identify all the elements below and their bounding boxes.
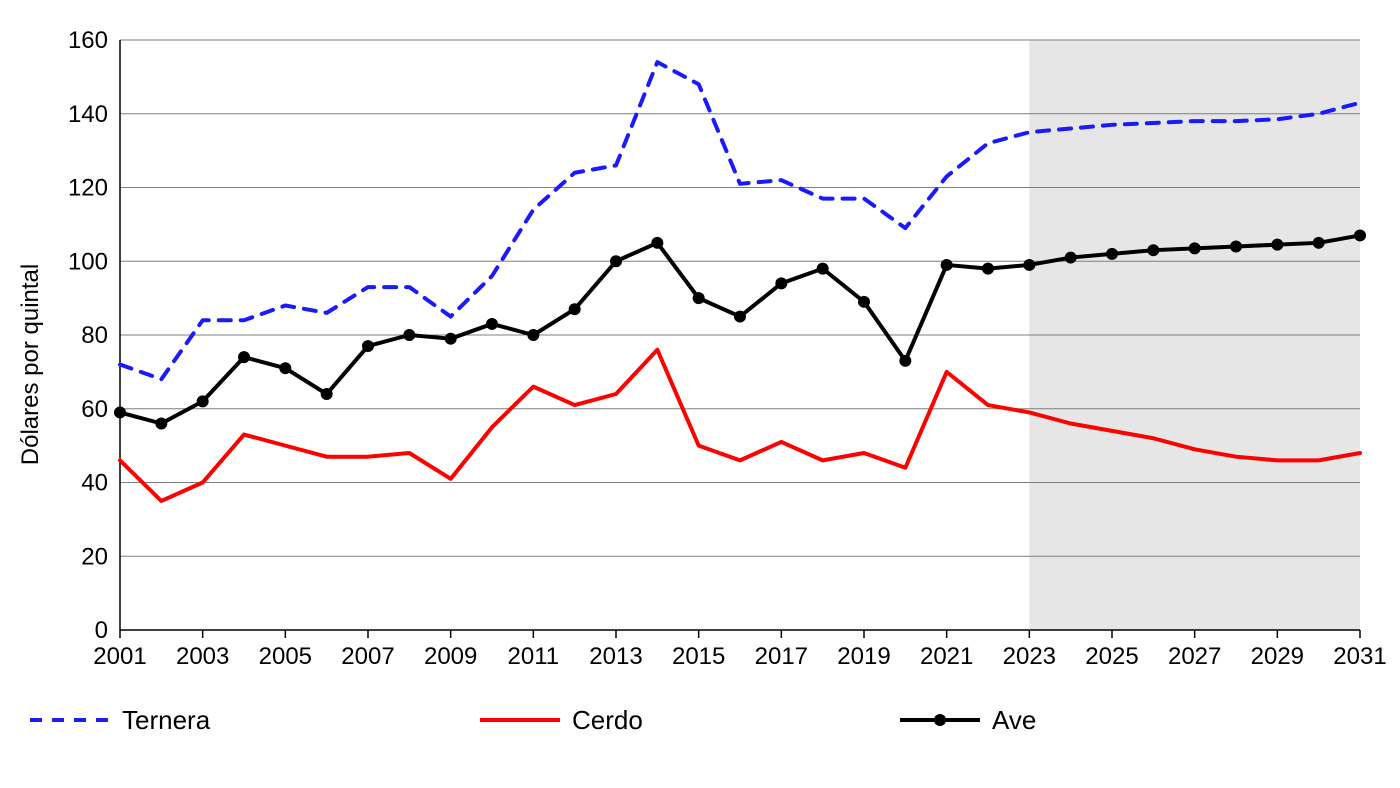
price-chart: 0 20 40 60 80 100 120 140 160 2001 2003 2005 2007 200… [0,0,1400,788]
series-marker-ave [817,263,829,275]
series-marker-ave [1065,252,1077,264]
x-tick-label: 2007 [341,643,394,670]
series-marker-ave [1354,229,1366,241]
series-marker-ave [651,237,663,249]
x-tick-label: 2011 [508,643,560,670]
y-tick-label: 160 [68,27,108,54]
x-tick-label: 2009 [424,643,477,670]
series-marker-ave [403,329,415,341]
series-marker-ave [858,296,870,308]
series-marker-ave [775,277,787,289]
x-tick-label: 2005 [259,643,312,670]
y-tick-label: 40 [81,470,108,497]
x-tick-label: 2021 [920,643,973,670]
legend-label: Ave [992,705,1036,735]
x-tick-label: 2023 [1003,643,1056,670]
series-marker-ave [155,418,167,430]
series-marker-ave [527,329,539,341]
series-marker-ave [1230,241,1242,253]
series-marker-ave [693,292,705,304]
series-marker-ave [321,388,333,400]
series-marker-ave [941,259,953,271]
y-tick-label: 80 [81,322,108,349]
y-tick-label: 120 [68,175,108,202]
legend-label: Cerdo [572,705,643,735]
series-marker-ave [445,333,457,345]
y-axis-label: Dólares por quintal [17,264,44,465]
x-tick-label: 2031 [1333,643,1386,670]
series-marker-ave [1023,259,1035,271]
y-tick-label: 20 [81,543,108,570]
series-marker-ave [362,340,374,352]
y-tick-label: 100 [68,248,108,275]
legend-label: Ternera [122,705,211,735]
x-tick-label: 2001 [93,643,146,670]
x-tick-label: 2029 [1251,643,1304,670]
x-tick-label: 2019 [837,643,890,670]
y-tick-label: 140 [68,101,108,128]
series-marker-ave [982,263,994,275]
x-tick-label: 2017 [755,643,808,670]
series-marker-ave [1189,242,1201,254]
x-tick-label: 2003 [176,643,229,670]
series-marker-ave [899,355,911,367]
series-marker-ave [734,311,746,323]
series-marker-ave [486,318,498,330]
chart-svg: 0 20 40 60 80 100 120 140 160 2001 2003 2005 2007 200… [0,0,1400,788]
legend-marker [934,714,946,726]
y-tick-label: 0 [95,617,108,644]
series-marker-ave [114,406,126,418]
series-marker-ave [197,395,209,407]
series-marker-ave [610,255,622,267]
x-tick-label: 2025 [1085,643,1138,670]
x-tick-label: 2015 [672,643,725,670]
series-marker-ave [238,351,250,363]
series-marker-ave [1313,237,1325,249]
x-tick-label: 2027 [1168,643,1221,670]
y-tick-label: 60 [81,396,108,423]
series-marker-ave [1106,248,1118,260]
series-marker-ave [1271,239,1283,251]
x-tick-label: 2013 [589,643,642,670]
series-marker-ave [569,303,581,315]
series-marker-ave [1147,244,1159,256]
series-marker-ave [279,362,291,374]
